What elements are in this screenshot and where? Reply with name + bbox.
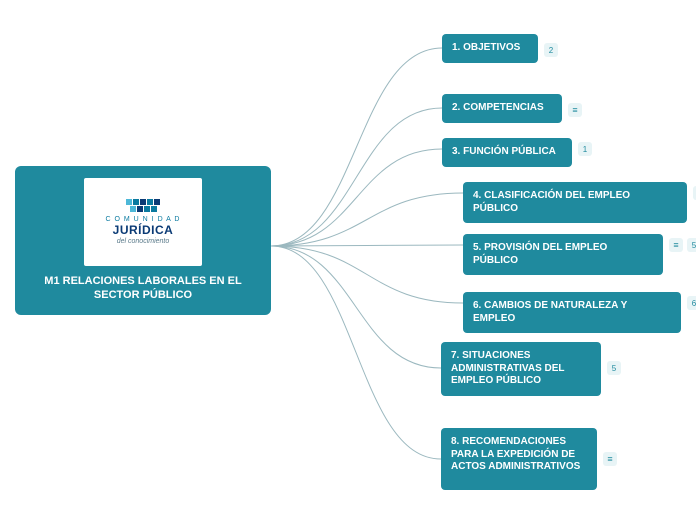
child-label: 1. OBJETIVOS	[452, 42, 520, 53]
child-label: 7. SITUACIONES ADMINISTRATIVAS DEL EMPLE…	[451, 350, 564, 386]
child-node-1[interactable]: 1. OBJETIVOS	[442, 34, 538, 63]
child-label: 3. FUNCIÓN PÚBLICA	[452, 146, 556, 157]
logo-line2: JURÍDICA	[113, 223, 174, 237]
child-count-badge[interactable]: 1	[578, 142, 592, 156]
child-count-badge[interactable]: 5	[607, 361, 621, 375]
child-node-5[interactable]: 5. PROVISIÓN DEL EMPLEO PÚBLICO	[463, 234, 663, 275]
notes-icon[interactable]	[568, 103, 582, 117]
child-node-2[interactable]: 2. COMPETENCIAS	[442, 94, 562, 123]
child-node-3[interactable]: 3. FUNCIÓN PÚBLICA	[442, 138, 572, 167]
root-node[interactable]: C O M U N I D A D JURÍDICA del conocimie…	[15, 166, 271, 315]
notes-icon[interactable]	[603, 452, 617, 466]
mindmap-canvas: C O M U N I D A D JURÍDICA del conocimie…	[0, 0, 696, 520]
child-label: 4. CLASIFICACIÓN DEL EMPLEO PÚBLICO	[473, 190, 630, 214]
child-label: 2. COMPETENCIAS	[452, 102, 544, 113]
notes-icon[interactable]	[669, 238, 683, 252]
child-count-badge[interactable]: 5	[687, 238, 696, 252]
logo-squares-icon	[123, 199, 163, 212]
child-node-6[interactable]: 6. CAMBIOS DE NATURALEZA Y EMPLEO	[463, 292, 681, 333]
child-label: 5. PROVISIÓN DEL EMPLEO PÚBLICO	[473, 242, 607, 266]
child-count-badge[interactable]: 6	[687, 296, 696, 310]
logo-line1: C O M U N I D A D	[106, 216, 181, 223]
logo-line3: del conocimiento	[117, 238, 170, 245]
child-label: 6. CAMBIOS DE NATURALEZA Y EMPLEO	[473, 300, 627, 324]
root-logo: C O M U N I D A D JURÍDICA del conocimie…	[84, 178, 202, 266]
child-node-4[interactable]: 4. CLASIFICACIÓN DEL EMPLEO PÚBLICO	[463, 182, 687, 223]
child-count-badge[interactable]: 2	[544, 43, 558, 57]
child-label: 8. RECOMENDACIONES PARA LA EXPEDICIÓN DE…	[451, 436, 580, 472]
child-node-7[interactable]: 7. SITUACIONES ADMINISTRATIVAS DEL EMPLE…	[441, 342, 601, 396]
child-node-8[interactable]: 8. RECOMENDACIONES PARA LA EXPEDICIÓN DE…	[441, 428, 597, 490]
root-title: M1 RELACIONES LABORALES EN EL SECTOR PÚB…	[25, 274, 261, 303]
